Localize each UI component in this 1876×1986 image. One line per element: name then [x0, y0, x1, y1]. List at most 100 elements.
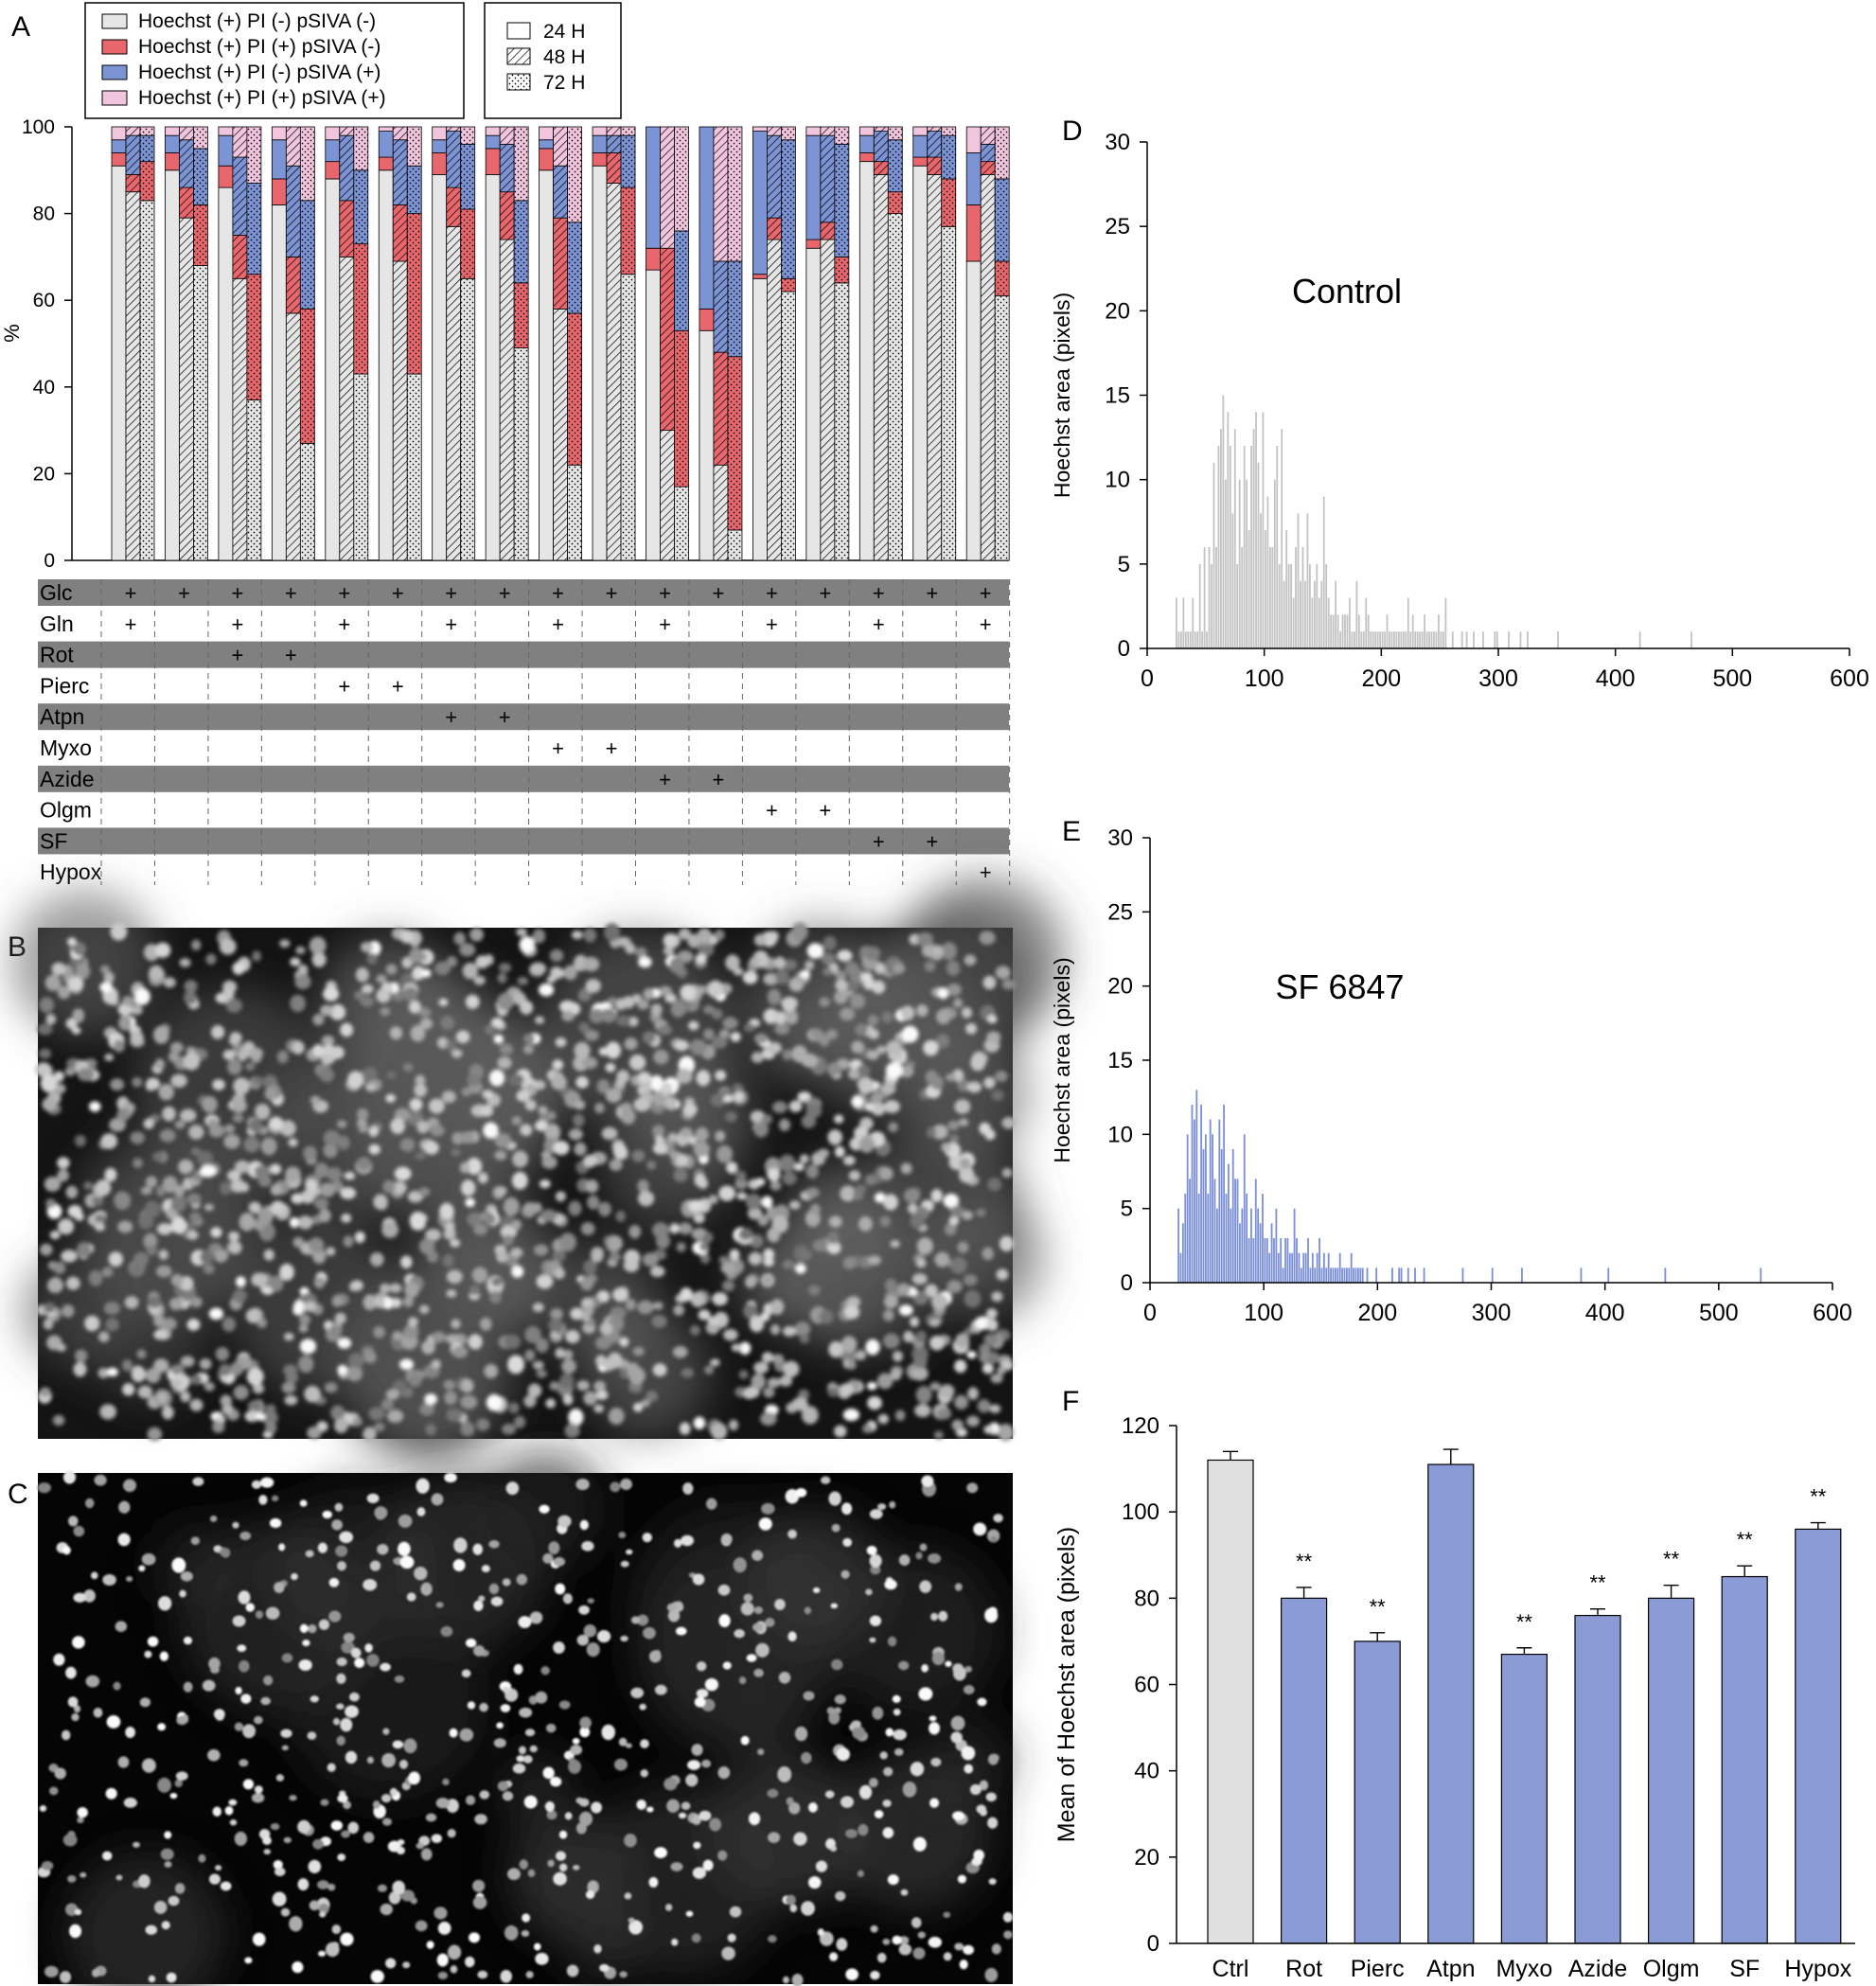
- micrograph-nucleus: [778, 1154, 796, 1173]
- micrograph-nucleus: [184, 980, 198, 993]
- hist-bar: [1451, 631, 1454, 648]
- micrograph-nucleus: [285, 1371, 299, 1384]
- micrograph-nucleus: [431, 1493, 444, 1506]
- micrograph-nucleus: [743, 1593, 753, 1603]
- f-bar-pierc: [1354, 1640, 1401, 1944]
- micrograph-nucleus: [319, 1182, 336, 1197]
- micrograph-nucleus: [585, 979, 601, 993]
- micrograph-nucleus: [144, 1200, 161, 1218]
- micrograph-nucleus: [44, 1302, 56, 1313]
- micrograph-nucleus: [613, 1758, 628, 1771]
- hist-bar: [1298, 1252, 1301, 1283]
- micrograph-nucleus: [578, 1811, 593, 1827]
- micrograph-nucleus: [419, 1018, 434, 1030]
- micrograph-nucleus: [898, 1304, 913, 1317]
- a-bar-pattern: [553, 218, 568, 310]
- micrograph-nucleus: [698, 1178, 708, 1189]
- micrograph-nucleus: [843, 1304, 860, 1320]
- micrograph-nucleus: [593, 1404, 605, 1413]
- a-bar-pattern: [446, 226, 461, 560]
- a-bar-pattern: [941, 178, 956, 227]
- micrograph-nucleus: [957, 1874, 967, 1884]
- micrograph-nucleus: [394, 1166, 412, 1181]
- hist-bar: [1411, 614, 1414, 648]
- micrograph-nucleus: [444, 1472, 457, 1483]
- micrograph-nucleus: [553, 1641, 565, 1654]
- hist-bar: [1176, 597, 1177, 648]
- micrograph-nucleus: [421, 1340, 435, 1355]
- micrograph-nucleus: [116, 1108, 131, 1122]
- a-bar-pattern: [126, 174, 140, 192]
- micrograph-nucleus: [428, 1098, 445, 1114]
- micrograph-nucleus: [527, 1383, 542, 1398]
- micrograph-nucleus: [502, 1686, 510, 1693]
- a-bar-pattern: [407, 374, 422, 560]
- hist-bar: [1346, 614, 1349, 648]
- micrograph-nucleus: [446, 956, 458, 967]
- micrograph-nucleus: [830, 1603, 839, 1609]
- micrograph-nucleus: [500, 1704, 511, 1712]
- micrograph-nucleus: [858, 1784, 873, 1800]
- micrograph-nucleus: [249, 1047, 264, 1059]
- micrograph-nucleus: [138, 1874, 150, 1888]
- micrograph-nucleus: [631, 1149, 646, 1162]
- a-bar-pattern: [927, 157, 942, 175]
- hist-bar: [1203, 547, 1206, 648]
- micrograph-nucleus: [143, 1232, 158, 1250]
- micrograph-nucleus: [304, 1301, 317, 1312]
- micrograph-nucleus: [628, 1920, 644, 1935]
- hist-bar: [1177, 631, 1180, 648]
- micrograph-nucleus: [987, 1351, 1000, 1364]
- micrograph-nucleus: [803, 1691, 815, 1701]
- hist-bar: [1241, 1208, 1244, 1283]
- hist-bar: [1372, 631, 1374, 648]
- a-bar-pattern: [553, 127, 568, 167]
- micrograph-nucleus: [453, 1537, 468, 1553]
- hist-bar: [1243, 446, 1246, 648]
- micrograph-nucleus: [44, 974, 62, 991]
- micrograph-nucleus: [815, 1860, 828, 1872]
- a-bar-segment: [485, 134, 501, 150]
- micrograph-nucleus: [337, 1561, 346, 1571]
- micrograph-nucleus: [919, 1543, 928, 1552]
- hist-bar: [1375, 1268, 1378, 1283]
- hist-x-tick-label: 300: [1472, 1300, 1512, 1326]
- micrograph-nucleus: [786, 1894, 796, 1906]
- micrograph-nucleus: [564, 1812, 573, 1820]
- micrograph-nucleus: [947, 1120, 960, 1131]
- micrograph-nucleus: [795, 1487, 807, 1498]
- a-bar-segment: [752, 274, 768, 279]
- micrograph-nucleus: [104, 1053, 115, 1062]
- micrograph-nucleus: [478, 1595, 486, 1603]
- hist-bar: [1250, 1208, 1252, 1283]
- micrograph-nucleus: [332, 1717, 341, 1726]
- micrograph-nucleus: [190, 1296, 203, 1308]
- hist-bar: [1283, 580, 1285, 648]
- hist-bar: [1313, 580, 1316, 648]
- micrograph-nucleus: [443, 1379, 455, 1391]
- a-bar-segment: [646, 269, 661, 561]
- micrograph-nucleus: [75, 1349, 88, 1363]
- micrograph-nucleus: [215, 1346, 230, 1361]
- hist-bar: [1280, 1238, 1283, 1283]
- hist-bar: [1557, 631, 1559, 648]
- micrograph-nucleus: [628, 1917, 635, 1924]
- micrograph-nucleus: [628, 1367, 646, 1385]
- micrograph-nucleus: [900, 1162, 912, 1175]
- micrograph-nucleus: [519, 1859, 529, 1870]
- micrograph-nucleus: [931, 1125, 948, 1140]
- condition-plus: +: [926, 581, 938, 605]
- micrograph-nucleus: [575, 1478, 590, 1491]
- micrograph-nucleus: [283, 1332, 294, 1341]
- micrograph-nucleus: [909, 1317, 920, 1327]
- micrograph-nucleus: [523, 1394, 537, 1408]
- hist-bar: [1209, 1119, 1212, 1283]
- a-bar-pattern: [820, 222, 835, 240]
- micrograph-nucleus: [931, 1651, 946, 1666]
- micrograph-nucleus: [169, 1793, 178, 1800]
- hist-bar: [1229, 446, 1231, 648]
- micrograph-nucleus: [224, 1805, 234, 1816]
- micrograph-nucleus: [885, 1728, 894, 1737]
- micrograph-nucleus: [318, 1619, 330, 1630]
- micrograph-nucleus: [722, 1017, 738, 1030]
